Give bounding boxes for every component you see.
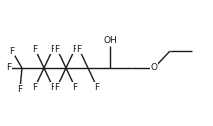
- Text: F: F: [9, 46, 14, 55]
- Text: F: F: [55, 83, 60, 91]
- Text: F: F: [17, 85, 23, 93]
- Text: F: F: [72, 83, 78, 91]
- Text: F: F: [55, 44, 60, 54]
- Text: F: F: [94, 83, 99, 91]
- Text: F: F: [6, 64, 12, 72]
- Text: F: F: [72, 44, 78, 54]
- Text: F: F: [32, 83, 37, 91]
- Text: O: O: [151, 64, 157, 72]
- Text: F: F: [32, 44, 37, 54]
- Text: F: F: [50, 44, 56, 54]
- Text: OH: OH: [103, 36, 117, 44]
- Text: F: F: [76, 44, 82, 54]
- Text: F: F: [50, 83, 56, 91]
